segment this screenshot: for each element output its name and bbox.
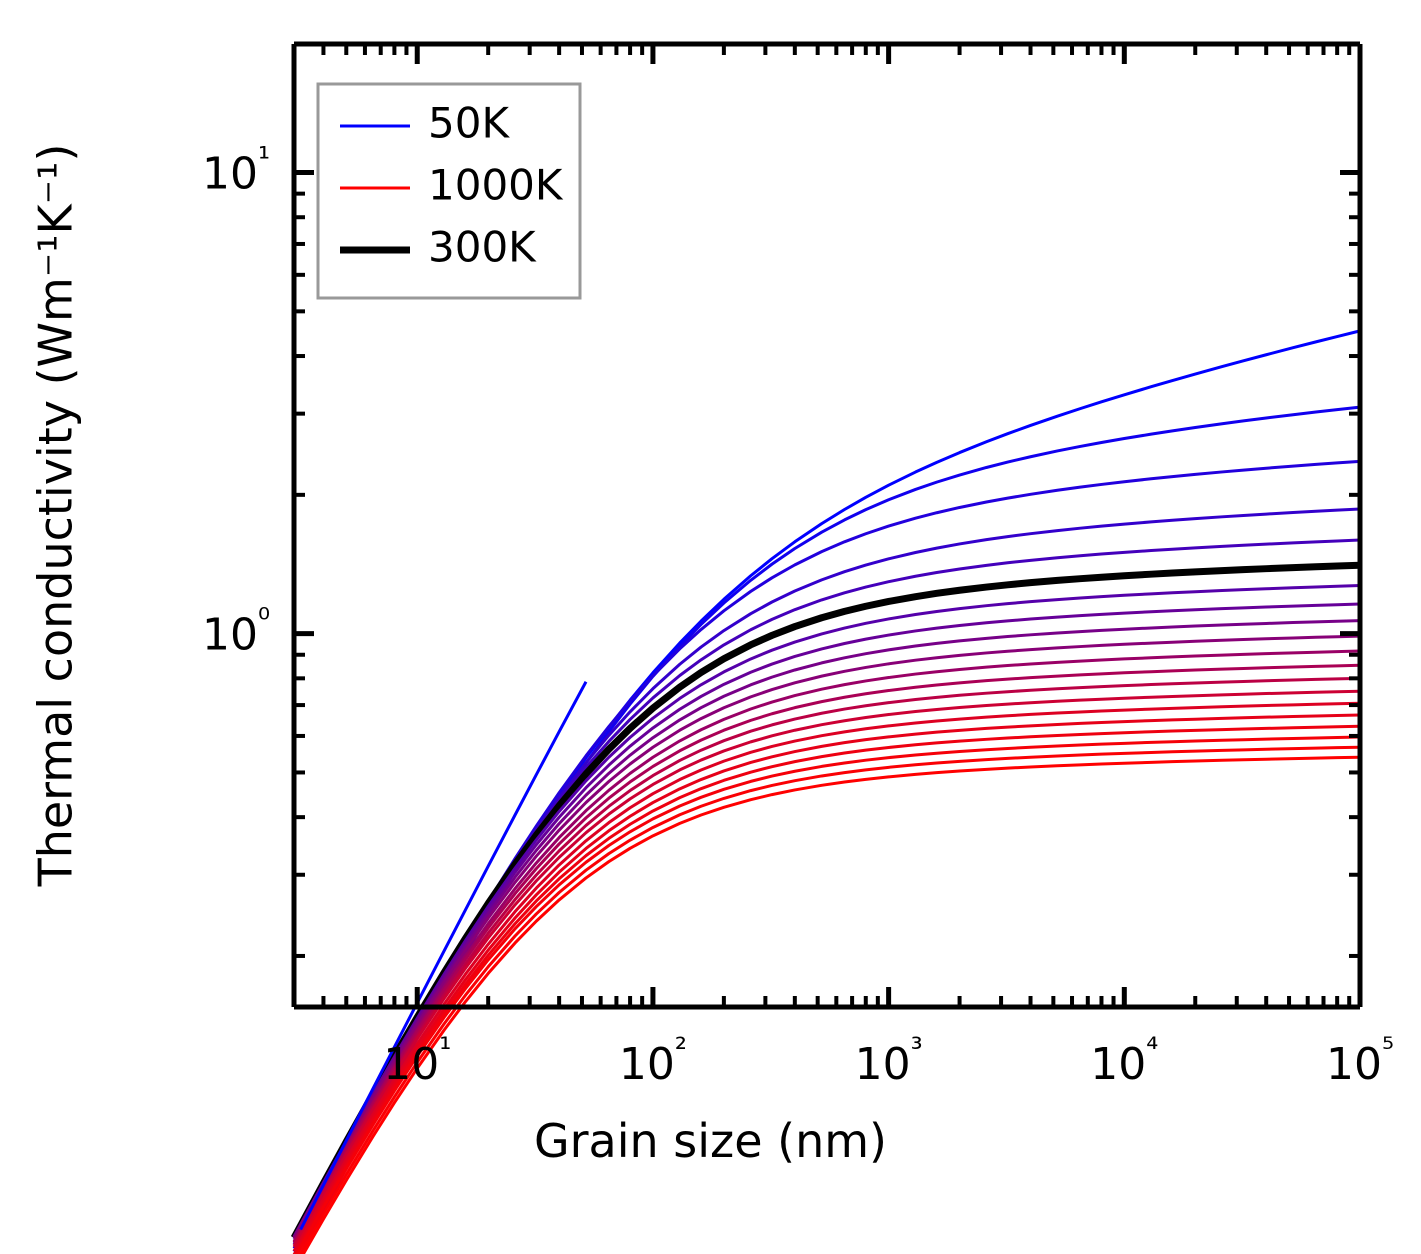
curve-800k bbox=[292, 713, 1361, 1254]
y-tick-label: 10¹ bbox=[202, 142, 270, 200]
curve-350k bbox=[292, 584, 1361, 1238]
curve-950k bbox=[298, 745, 1361, 1254]
legend-label-50k: 50K bbox=[428, 99, 510, 148]
curve-550k bbox=[292, 649, 1361, 1243]
curve-1000k bbox=[301, 755, 1361, 1254]
y-axis-label-container: Thermal conductivity (Wm⁻¹K⁻¹) bbox=[0, 0, 110, 1030]
x-axis-tick-labels: 10¹ 10² 10³ 10⁴ 10⁵ bbox=[383, 1032, 1394, 1090]
x-tick-label: 10⁵ bbox=[1326, 1032, 1394, 1090]
curve-750k bbox=[292, 701, 1361, 1252]
x-tick-label: 10² bbox=[619, 1032, 687, 1090]
x-tick-label: 10³ bbox=[855, 1032, 923, 1090]
y-tick-label: 10⁰ bbox=[202, 603, 270, 661]
x-tick-label: 10¹ bbox=[383, 1032, 451, 1090]
axes-spines-and-ticks bbox=[291, 41, 1363, 1010]
curve-850k bbox=[294, 724, 1361, 1254]
data-curves bbox=[290, 329, 1361, 1254]
legend: 50K 1000K 300K bbox=[316, 82, 582, 300]
curve-500k bbox=[292, 634, 1361, 1240]
legend-label-300k: 300K bbox=[428, 223, 537, 272]
curve-50k-ballistic-branch bbox=[299, 681, 588, 1231]
legend-box bbox=[316, 82, 582, 300]
y-axis-label: Thermal conductivity (Wm⁻¹K⁻¹) bbox=[28, 143, 83, 887]
curve-700k bbox=[292, 689, 1361, 1248]
curve-600k bbox=[292, 663, 1361, 1244]
x-tick-label: 10⁴ bbox=[1090, 1032, 1158, 1090]
curve-650k bbox=[292, 676, 1361, 1246]
y-axis-tick-labels: 10⁰ 10¹ bbox=[202, 142, 270, 661]
x-axis-label: Grain size (nm) bbox=[534, 1114, 887, 1168]
legend-label-1000k: 1000K bbox=[428, 161, 564, 210]
curve-400k bbox=[292, 602, 1361, 1238]
curve-450k bbox=[292, 619, 1361, 1238]
curve-900k bbox=[295, 735, 1361, 1254]
